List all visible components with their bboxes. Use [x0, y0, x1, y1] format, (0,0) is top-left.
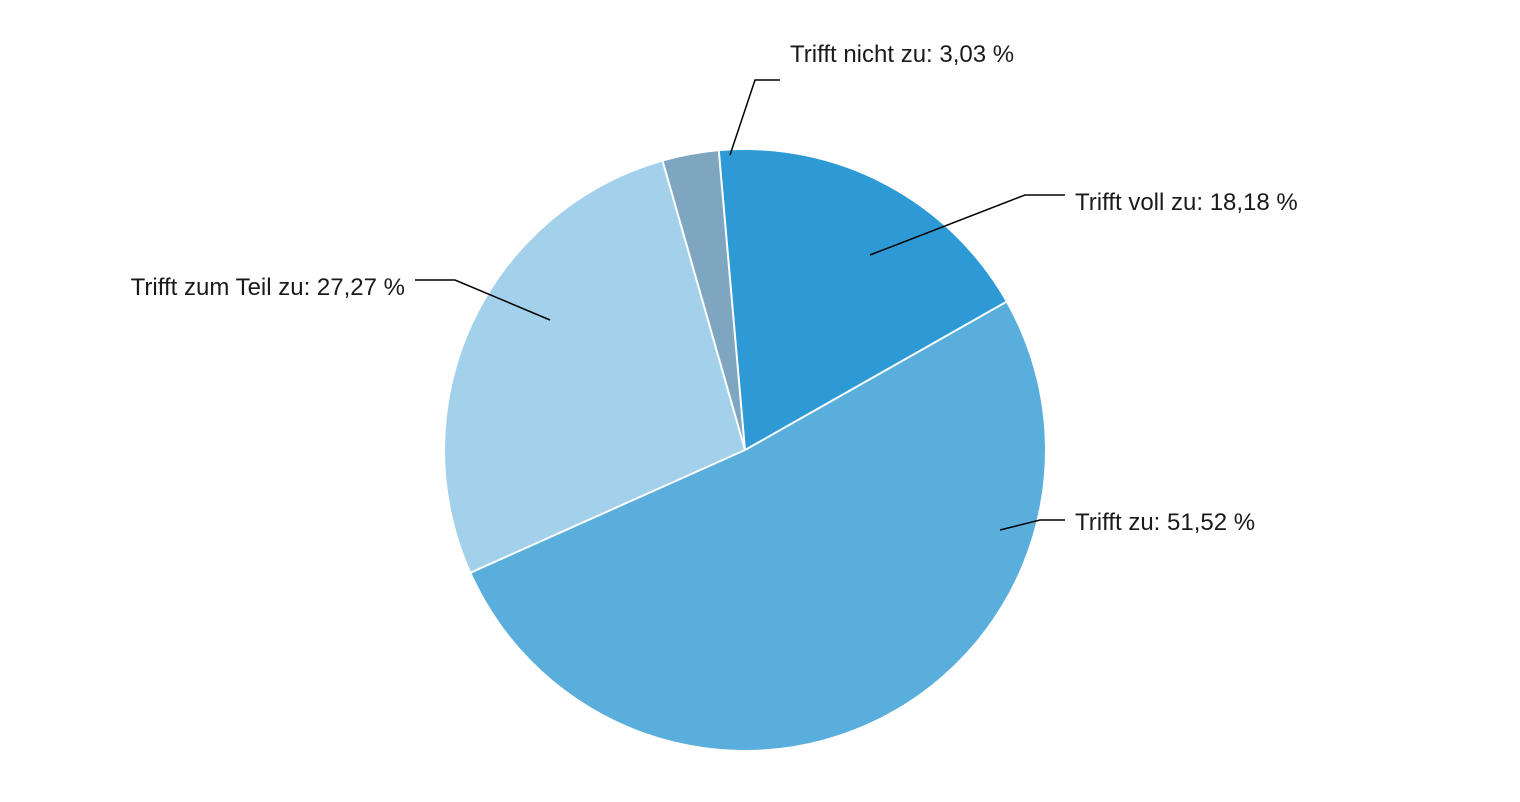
slice-label: Trifft zum Teil zu: 27,27 % — [131, 274, 405, 301]
slice-label: Trifft zu: 51,52 % — [1075, 509, 1255, 536]
slice-label: Trifft voll zu: 18,18 % — [1075, 189, 1298, 216]
pie-chart: Trifft voll zu: 18,18 % Trifft zu: 51,52 … — [0, 0, 1520, 802]
slice-label: Trifft nicht zu: 3,03 % — [790, 41, 1014, 68]
